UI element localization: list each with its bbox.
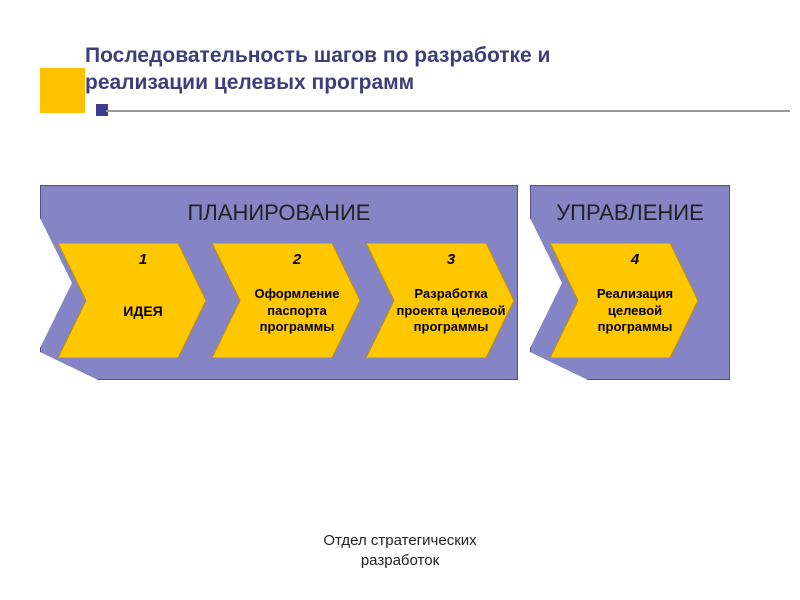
step-number: 3 — [447, 251, 455, 268]
title-line-1: Последовательность шагов по разработке и — [85, 44, 550, 67]
step-content: 2 Оформление паспорта программы — [240, 243, 354, 358]
step-content: 4 Реализация целевой программы — [578, 243, 692, 358]
step-text: Оформление паспорта программы — [240, 276, 354, 358]
step-number: 1 — [139, 251, 147, 268]
accent-square-yellow — [40, 68, 85, 113]
step-3: 3 Разработка проекта целевой программы — [366, 243, 514, 358]
step-number: 2 — [293, 251, 301, 268]
step-2: 2 Оформление паспорта программы — [212, 243, 360, 358]
step-content: 1 ИДЕЯ — [86, 243, 200, 358]
title-line-2: реализации целевых программ — [85, 71, 414, 94]
footer-line-2: разработок — [361, 552, 439, 569]
step-text: Разработка проекта целевой программы — [394, 276, 508, 358]
page-title: Последовательность шагов по разработке и… — [85, 42, 750, 97]
step-content: 3 Разработка проекта целевой программы — [394, 243, 508, 358]
header: Последовательность шагов по разработке и… — [85, 42, 750, 97]
footer: Отдел стратегических разработок — [0, 531, 800, 570]
step-4: 4 Реализация целевой программы — [550, 243, 698, 358]
step-number: 4 — [631, 251, 639, 268]
step-1: 1 ИДЕЯ — [58, 243, 206, 358]
steps-row: 1 ИДЕЯ 2 Оформление паспорта программы 3… — [58, 243, 698, 358]
footer-line-1: Отдел стратегических — [323, 532, 476, 549]
step-text: ИДЕЯ — [123, 276, 162, 358]
header-divider — [106, 110, 790, 112]
step-text: Реализация целевой программы — [578, 276, 692, 358]
phase-label-management: УПРАВЛЕНИЕ — [531, 200, 729, 226]
phase-label-planning: ПЛАНИРОВАНИЕ — [41, 200, 517, 226]
